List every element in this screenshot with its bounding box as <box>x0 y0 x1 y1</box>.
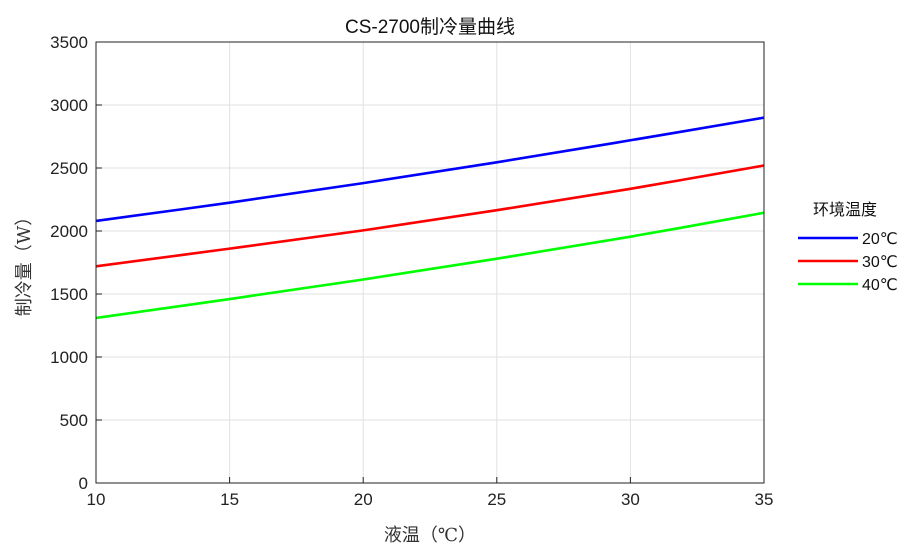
y-tick-labels: 0 500 1000 1500 2000 2500 3000 3500 <box>50 33 88 493</box>
series-line-0 <box>95 116 765 223</box>
y-tick-label: 0 <box>79 474 88 493</box>
y-tick-label: 500 <box>60 411 88 430</box>
plot-background <box>96 42 764 483</box>
x-tick-label: 25 <box>487 490 506 509</box>
legend-label: 40℃ <box>862 277 898 294</box>
series-line-1 <box>95 164 765 268</box>
x-tick-label: 35 <box>755 490 774 509</box>
y-tick-label: 3500 <box>50 33 88 52</box>
y-tick-label: 2500 <box>50 159 88 178</box>
y-tick-label: 1500 <box>50 285 88 304</box>
y-tick-label: 1000 <box>50 348 88 367</box>
axis-ticks <box>95 41 765 484</box>
series-lines <box>95 116 765 320</box>
x-tick-label: 15 <box>220 490 239 509</box>
y-tick-label: 3000 <box>50 96 88 115</box>
legend-label: 30℃ <box>862 254 898 271</box>
x-tick-label: 10 <box>87 490 106 509</box>
legend-label: 20℃ <box>862 231 898 248</box>
x-axis-label: 液温（℃） <box>384 525 476 546</box>
series-line-2 <box>95 211 765 320</box>
legend-title: 环境温度 <box>813 200 877 219</box>
x-tick-labels: 10 15 20 25 30 35 <box>87 490 774 509</box>
legend: 20℃ 30℃ 40℃ <box>798 231 898 294</box>
x-tick-label: 30 <box>621 490 640 509</box>
y-axis-label: 制冷量（W） <box>14 208 35 317</box>
plot-frame <box>95 41 765 484</box>
chart-title: CS-2700制冷量曲线 <box>345 16 515 38</box>
y-tick-label: 2000 <box>50 222 88 241</box>
x-tick-label: 20 <box>354 490 373 509</box>
